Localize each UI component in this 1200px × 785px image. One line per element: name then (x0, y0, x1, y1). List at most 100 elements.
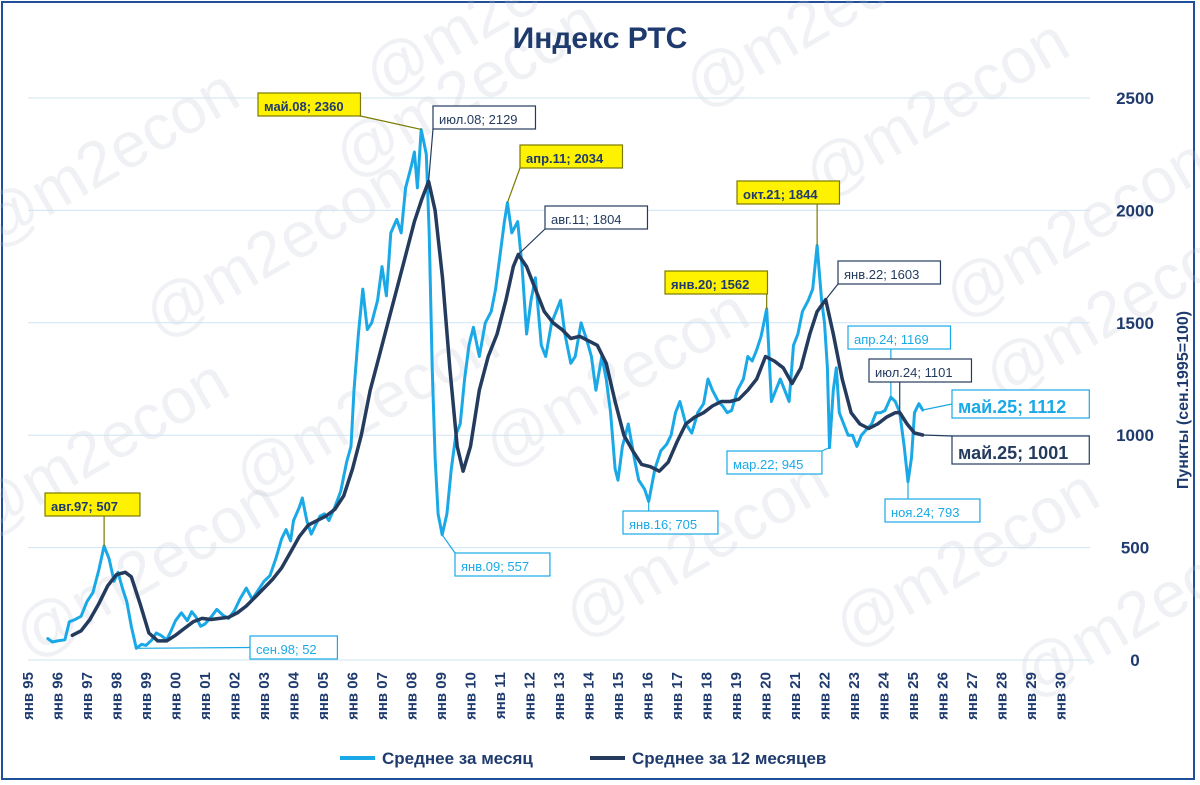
x-tick-label: янв 08 (404, 672, 421, 720)
x-tick-label: янв 22 (817, 672, 834, 720)
callout-box (837, 260, 942, 285)
callout-label: апр.24; 1169 (854, 332, 929, 347)
x-tick-label: янв 19 (728, 672, 745, 720)
callout-label: апр.11; 2034 (526, 151, 604, 166)
series-layer (46, 128, 925, 650)
callout-box (736, 180, 841, 205)
series-annual-line (70, 179, 925, 643)
annotation-layer: авг.97; 507 сен.98; 52 май.08; 2360 июл.08;… (44, 92, 1090, 660)
x-tick-label: янв 18 (699, 672, 716, 720)
x-axis-ticks: янв 95 янв 96 янв 97 янв 98 янв 99 янв 00 янв … (20, 671, 1070, 720)
callout-leader (517, 228, 546, 255)
callout-label: янв.09; 557 (461, 559, 529, 574)
x-tick-label: янв 29 (1023, 672, 1040, 720)
callout-box (519, 144, 624, 169)
data-callout: апр.24; 1169 (847, 325, 952, 398)
data-callout: янв.20; 1562 (664, 270, 769, 309)
x-tick-label: янв 13 (551, 672, 568, 720)
x-tick-label: янв 07 (374, 672, 391, 720)
y-axis-ticks: 0 500 1000 1500 2000 2500 (1116, 89, 1154, 670)
callout-box (726, 450, 823, 475)
x-tick-label: янв 11 (492, 672, 509, 719)
data-callout: авг.97; 507 (44, 492, 141, 547)
legend-label-annual: Среднее за 12 месяцев (632, 749, 826, 768)
callout-box (884, 498, 981, 523)
callout-box (847, 325, 952, 350)
callout-label: сен.98; 52 (256, 642, 317, 657)
callout-label: май.08; 2360 (264, 99, 344, 114)
callout-label: мар.22; 945 (733, 457, 803, 472)
callout-box (249, 635, 339, 660)
x-tick-label: янв 05 (315, 672, 332, 720)
data-callout: авг.11; 1804 (517, 205, 649, 255)
data-callout: май.08; 2360 (257, 92, 422, 131)
x-tick-label: янв 96 (50, 672, 67, 720)
y-tick-label: 500 (1121, 539, 1149, 558)
x-tick-label: янв 09 (433, 672, 450, 720)
callout-box (432, 105, 537, 130)
data-callout: янв.22; 1603 (825, 260, 942, 301)
callout-box (951, 389, 1090, 419)
callout-leader (825, 283, 839, 301)
y-tick-label: 1000 (1116, 426, 1154, 445)
y-tick-label: 2000 (1116, 201, 1154, 220)
x-tick-label: янв 15 (610, 672, 627, 720)
x-tick-label: янв 02 (227, 672, 244, 720)
x-tick-label: янв 30 (1053, 672, 1070, 720)
data-callout: ноя.24; 793 (884, 481, 981, 523)
x-tick-label: янв 12 (522, 672, 539, 720)
watermark-text: @m2econ (471, 273, 760, 482)
legend: Среднее за месяц Среднее за 12 месяцев (340, 749, 826, 768)
callout-leader (441, 534, 456, 554)
watermark-text: @m2econ (0, 53, 250, 262)
callout-label: май.25; 1112 (958, 397, 1066, 417)
data-callout: окт.21; 1844 (736, 180, 841, 246)
data-callout: апр.11; 2034 (506, 144, 624, 203)
data-callout: янв.09; 557 (441, 534, 551, 577)
callout-box (44, 492, 141, 517)
callout-label: янв.20; 1562 (671, 277, 749, 292)
callout-leader (360, 115, 422, 131)
callout-box (544, 205, 649, 230)
x-tick-label: янв 01 (197, 672, 214, 720)
callout-box (664, 270, 769, 295)
callout-label: янв.22; 1603 (844, 267, 919, 282)
callout-box (454, 552, 551, 577)
x-tick-label: янв 24 (876, 671, 893, 720)
series-monthly-line (46, 128, 925, 650)
callout-leader (136, 646, 251, 649)
x-tick-label: янв 99 (138, 672, 155, 720)
callout-label: янв.16; 705 (629, 517, 697, 532)
callout-box (622, 510, 719, 535)
y-axis-label: Пункты (сен.1995=100) (1175, 311, 1192, 489)
data-callout: май.25; 1112 (922, 389, 1090, 419)
x-tick-label: янв 16 (640, 672, 657, 720)
x-tick-label: янв 27 (964, 672, 981, 720)
x-tick-label: янв 03 (256, 672, 273, 720)
watermark-layer: @m2econ @m2econ@m2econ@m2econ@m2econ @m2ec… (0, 0, 1200, 712)
x-tick-label: янв 23 (846, 672, 863, 720)
x-tick-label: янв 26 (935, 672, 952, 720)
y-tick-label: 2500 (1116, 89, 1154, 108)
x-tick-label: янв 28 (994, 672, 1011, 720)
callout-label: май.25; 1001 (958, 443, 1068, 463)
callout-box (951, 435, 1090, 465)
callout-leader (922, 403, 953, 411)
callout-leader (506, 167, 521, 203)
x-tick-label: янв 14 (581, 671, 598, 720)
callout-label: июл.08; 2129 (439, 112, 518, 127)
data-callout: май.25; 1001 (922, 434, 1090, 465)
x-tick-label: янв 04 (286, 671, 303, 720)
data-callout: июл.24; 1101 (868, 358, 973, 413)
data-callout: янв.16; 705 (622, 501, 719, 535)
legend-label-monthly: Среднее за месяц (382, 749, 533, 768)
x-tick-label: янв 95 (20, 672, 37, 720)
callout-box (257, 92, 362, 117)
y-tick-label: 1500 (1116, 314, 1154, 333)
data-callout: июл.08; 2129 (428, 105, 537, 182)
y-tick-label: 0 (1130, 651, 1139, 670)
x-tick-label: янв 10 (463, 672, 480, 720)
chart-title: Индекс РТС (513, 22, 688, 55)
x-tick-label: янв 21 (787, 672, 804, 720)
